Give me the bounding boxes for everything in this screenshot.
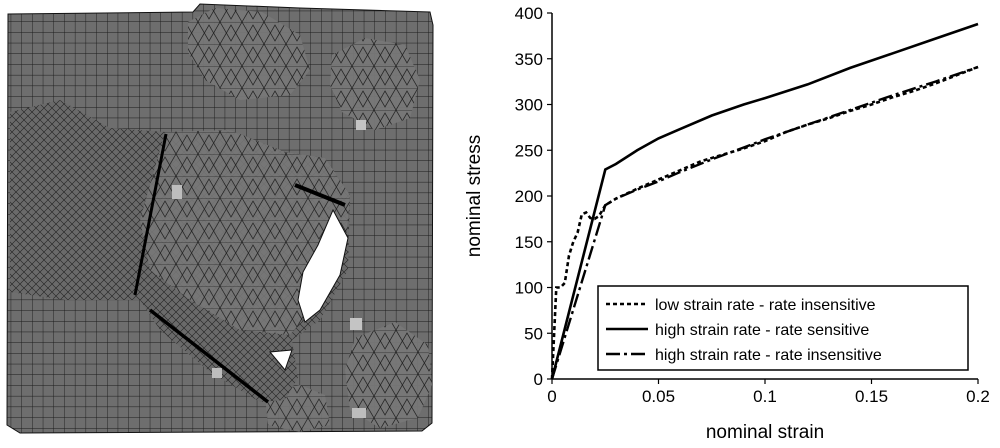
stress-strain-chart: 0 0.05 0.1 0.15 0.2 0 50 100 150 200 250 300 350 400… bbox=[440, 0, 1000, 443]
chart-canvas: 0 0.05 0.1 0.15 0.2 0 50 100 150 200 250 300 350 400… bbox=[464, 4, 990, 443]
y-tick-label: 400 bbox=[515, 4, 543, 23]
legend-box bbox=[597, 285, 969, 371]
series-line-2 bbox=[550, 22, 979, 380]
legend-label-2: high strain rate - rate sensitive bbox=[655, 322, 869, 339]
y-tick-label: 100 bbox=[515, 279, 543, 298]
deformed-mesh-figure bbox=[0, 0, 440, 443]
y-tick-label: 300 bbox=[515, 96, 543, 115]
x-tick-label: 0.2 bbox=[966, 387, 990, 406]
series-line-3 bbox=[550, 65, 979, 380]
x-tick-label: 0.05 bbox=[642, 387, 675, 406]
x-axis-ticks: 0 0.05 0.1 0.15 0.2 bbox=[547, 379, 990, 406]
x-tick-label: 0 bbox=[547, 387, 556, 406]
legend-label-1: low strain rate - rate insensitive bbox=[655, 297, 876, 314]
y-tick-label: 50 bbox=[524, 324, 543, 343]
x-tick-label: 0.1 bbox=[753, 387, 777, 406]
legend-label-3: high strain rate - rate insensitive bbox=[655, 347, 882, 364]
deformed-mesh-image bbox=[6, 3, 434, 434]
series-line-1 bbox=[550, 65, 979, 380]
y-tick-label: 0 bbox=[534, 370, 543, 389]
x-axis-title: nominal strain bbox=[706, 422, 824, 443]
y-tick-label: 150 bbox=[515, 233, 543, 252]
y-tick-label: 350 bbox=[515, 50, 543, 69]
y-tick-label: 200 bbox=[515, 187, 543, 206]
x-tick-label: 0.15 bbox=[855, 387, 888, 406]
legend: low strain rate - rate insensitive high s… bbox=[597, 285, 969, 371]
y-tick-label: 250 bbox=[515, 141, 543, 160]
series-lines bbox=[550, 22, 979, 380]
y-axis-ticks: 0 50 100 150 200 250 300 350 400 bbox=[515, 4, 552, 389]
y-axis-title: nominal stress bbox=[464, 135, 485, 258]
